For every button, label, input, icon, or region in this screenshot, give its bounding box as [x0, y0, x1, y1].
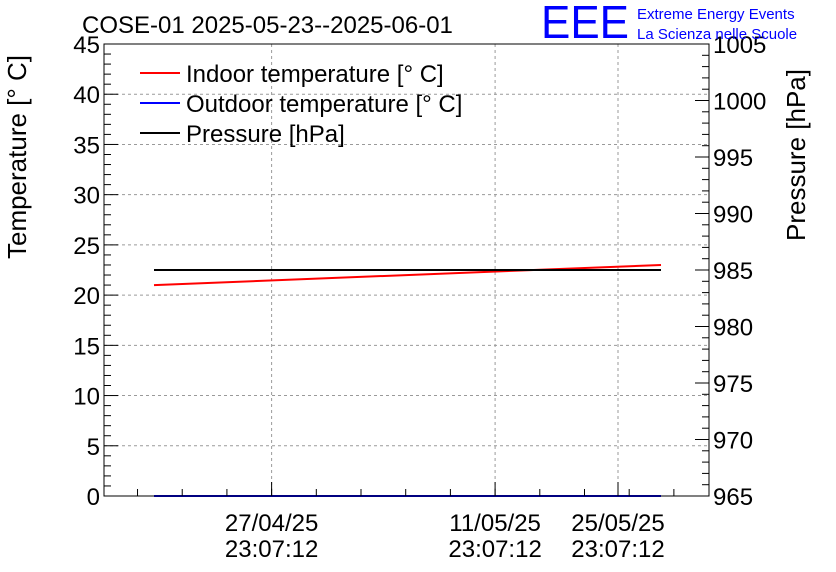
y-axis-right-label: Pressure [hPa]: [781, 69, 811, 241]
y-left-tick-label: 25: [73, 233, 100, 260]
x-tick-label-time: 23:07:12: [448, 536, 541, 563]
x-tick-label-date: 25/05/25: [571, 510, 664, 537]
logo-line-2: La Scienza nelle Scuole: [637, 26, 797, 43]
y-left-tick-label: 20: [73, 283, 100, 310]
y-right-tick-label: 980: [713, 315, 753, 342]
y-right-tick-label: 970: [713, 428, 753, 455]
y-left-tick-label: 40: [73, 82, 100, 109]
logo-line-1: Extreme Energy Events: [637, 6, 795, 23]
grid: [104, 44, 709, 496]
y-left-tick-label: 10: [73, 384, 100, 411]
x-tick-label-date: 27/04/25: [225, 510, 318, 537]
y-left-tick-label: 0: [87, 484, 100, 511]
y-right-tick-label: 1000: [713, 89, 766, 116]
y-axis-left-label: Temperature [° C]: [2, 55, 32, 259]
y-left-tick-label: 5: [87, 434, 100, 461]
y-right-tick-label: 1005: [713, 32, 766, 59]
legend-label: Pressure [hPa]: [186, 121, 345, 148]
logo-mark: EEE: [541, 0, 629, 48]
y-right-tick-label: 975: [713, 371, 753, 398]
y-right-tick-label: 995: [713, 145, 753, 172]
y-left-tick-label: 35: [73, 132, 100, 159]
legend-label: Indoor temperature [° C]: [186, 61, 444, 88]
y-left-tick-label: 15: [73, 333, 100, 360]
y-left-tick-label: 30: [73, 183, 100, 210]
y-right-tick-label: 990: [713, 202, 753, 229]
chart-title: COSE-01 2025-05-23--2025-06-01: [82, 12, 453, 39]
y-left-tick-label: 45: [73, 32, 100, 59]
x-tick-label-time: 23:07:12: [571, 536, 664, 563]
legend: Indoor temperature [° C] Outdoor temperat…: [140, 61, 462, 148]
series-lines: [153, 263, 662, 497]
eee-logo: EEE Extreme Energy Events La Scienza nel…: [541, 0, 797, 48]
series-line-indoor-temperature-c: [153, 263, 662, 287]
legend-label: Outdoor temperature [° C]: [186, 91, 462, 118]
axes: 0 5 10 15 20 25 30 35 40 45 965 970 975 980 985 990 995 1…: [73, 32, 766, 563]
y-right-tick-label: 965: [713, 484, 753, 511]
x-tick-label-time: 23:07:12: [225, 536, 318, 563]
y-right-tick-label: 985: [713, 258, 753, 285]
x-tick-label-date: 11/05/25: [449, 510, 541, 537]
